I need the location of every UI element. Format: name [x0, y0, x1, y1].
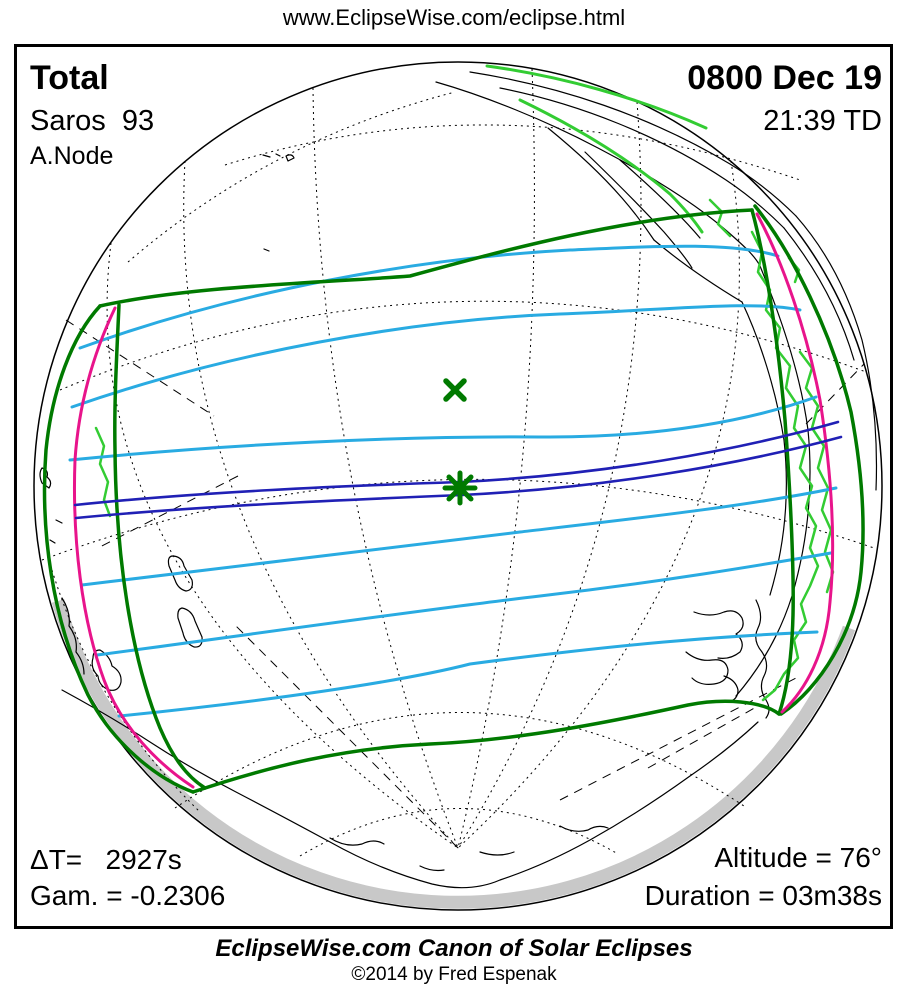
eclipse-time-label: 21:39 TD	[763, 105, 882, 137]
greatest-duration-marker	[443, 378, 467, 402]
globe-limb	[33, 61, 883, 911]
node-label: A.Node	[30, 142, 114, 170]
coastlines	[39, 71, 878, 889]
limb-shading-arc	[51, 599, 856, 909]
penumbral-limit-lines	[42, 204, 865, 794]
delta-t-label: ΔT= 2927s	[30, 844, 182, 875]
source-url: www.EclipseWise.com/eclipse.html	[282, 5, 626, 30]
eclipse-date-label: 0800 Dec 19	[687, 59, 882, 97]
graticule-dotted	[41, 68, 875, 857]
graticule-dashed	[65, 319, 865, 849]
magnitude-contour-lines	[68, 244, 838, 718]
map-frame	[14, 44, 893, 929]
canon-title: EclipseWise.com Canon of Solar Eclipses	[215, 935, 693, 962]
globe-map	[33, 61, 883, 911]
saros-label: Saros 93	[30, 105, 155, 137]
eclipse-type-label: Total	[30, 59, 109, 97]
gamma-label: Gam. = -0.2306	[30, 880, 226, 911]
greatest-eclipse-marker	[442, 470, 478, 506]
copyright-label: ©2014 by Fred Espenak	[351, 964, 557, 985]
sun-altitude-label: Altitude = 76°	[714, 842, 882, 873]
rise-set-max-eclipse-lines	[72, 212, 835, 789]
duration-label: Duration = 03m38s	[644, 880, 882, 911]
coast-highlight-lines	[94, 64, 835, 702]
